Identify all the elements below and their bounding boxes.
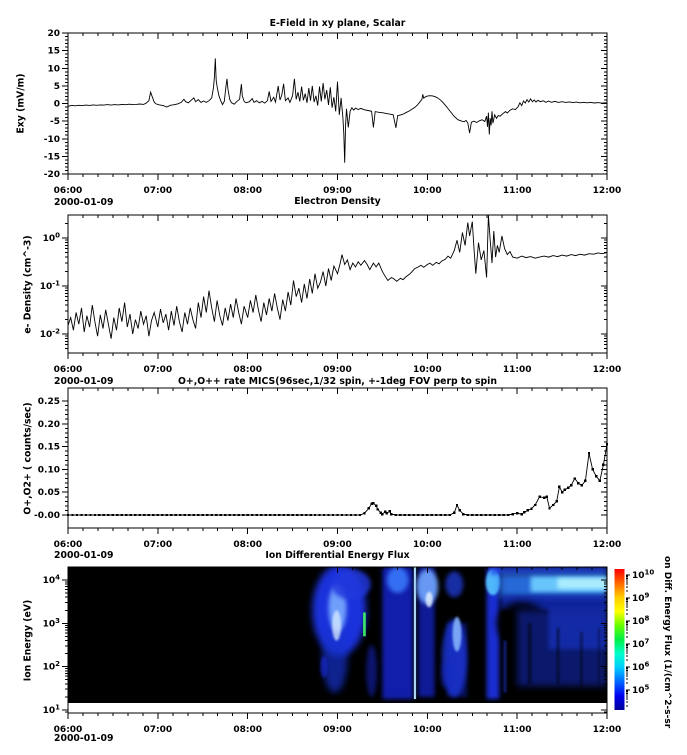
y-tick-label: 101 xyxy=(43,703,61,716)
panel-2-ylabel: e- Density (cm^-3) xyxy=(22,235,34,334)
x-tick-label: 11:00 xyxy=(503,365,532,375)
colorbar-tick-label: 1010 xyxy=(632,569,654,582)
panel-3-axes: 06:00 07:00 08:00 09:00 10:00 11:00 12:00 0.25 0… xyxy=(34,387,622,550)
x-tick-label: 10:00 xyxy=(413,186,442,196)
panel-4-title: Ion Differential Energy Flux xyxy=(265,550,410,561)
x-tick-label: 11:00 xyxy=(503,540,532,550)
spectrogram xyxy=(68,567,607,703)
x-tick-label: 07:00 xyxy=(144,725,173,735)
x-tick-label: 06:00 xyxy=(54,725,83,735)
y-tick-label: 10 xyxy=(47,64,60,74)
panel-1-title: E-Field in xy plane, Scalar xyxy=(269,18,406,29)
panel-2-axes: 06:00 07:00 08:00 09:00 10:00 11:00 12:00 100 10… xyxy=(40,214,622,375)
y-tick-label: -10 xyxy=(44,135,60,145)
x-tick-label: 08:00 xyxy=(233,365,262,375)
colorbar-tick-label: 109 xyxy=(632,592,650,605)
panel-4-ylabel: Ion Energy (eV) xyxy=(22,599,34,682)
y-tick-label: 5 xyxy=(54,82,60,92)
x-tick-label: 09:00 xyxy=(323,365,352,375)
x-tick-label: 08:00 xyxy=(233,540,262,550)
y-tick-label: 0.20 xyxy=(38,420,60,430)
y-tick-label: 10-1 xyxy=(40,280,60,293)
y-tick-label: 104 xyxy=(43,574,61,587)
panel-1-axes: 06:00 07:00 08:00 09:00 10:00 11:00 12:00 20 15 1… xyxy=(44,29,622,196)
x-tick-label: 07:00 xyxy=(144,540,173,550)
y-tick-label: 0.15 xyxy=(38,443,60,453)
x-tick-label: 12:00 xyxy=(593,725,622,735)
panel-3-title: O+,O++ rate MICS(96sec,1/32 spin, +-1deg… xyxy=(178,376,497,387)
series-o-rate-markers xyxy=(66,443,609,517)
x-tick-label: 10:00 xyxy=(413,725,442,735)
x-tick-label: 09:00 xyxy=(323,540,352,550)
y-tick-label: 100 xyxy=(43,232,61,245)
y-tick-label: -0.00 xyxy=(34,511,60,521)
x-tick-label: 06:00 xyxy=(54,186,83,196)
x-tick-label: 10:00 xyxy=(413,365,442,375)
y-tick-label: -15 xyxy=(44,152,60,162)
colorbar: 1010 109 108 107 106 105 on Diff. Energy Flux … xyxy=(614,556,672,729)
x-tick-label: 07:00 xyxy=(144,365,173,375)
panel-4-axes: 06:00 07:00 08:00 09:00 10:00 11:00 12:00 104 10… xyxy=(43,566,622,735)
y-tick-label: 102 xyxy=(43,660,61,673)
date-label-1: 2000-01-09 xyxy=(54,197,114,208)
y-tick-label: -20 xyxy=(44,170,60,180)
x-tick-label: 09:00 xyxy=(323,725,352,735)
colorbar-gradient xyxy=(614,569,625,710)
y-tick-label: 0.05 xyxy=(38,488,60,498)
colorbar-tick-label: 105 xyxy=(632,684,650,697)
y-tick-label: 20 xyxy=(47,29,60,39)
x-tick-label: 08:00 xyxy=(233,725,262,735)
y-tick-label: 15 xyxy=(47,47,60,57)
x-tick-label: 06:00 xyxy=(54,540,83,550)
y-tick-label: 0.25 xyxy=(38,397,60,407)
date-label-4: 2000-01-09 xyxy=(54,733,114,744)
y-tick-label: 0.10 xyxy=(38,465,60,475)
x-tick-label: 06:00 xyxy=(54,365,83,375)
colorbar-axis-label: on Diff. Energy Flux (1/(cm^2-s-sr xyxy=(662,556,672,729)
series-o-rate xyxy=(68,444,608,516)
x-tick-label: 08:00 xyxy=(233,186,262,196)
y-tick-label: 10-2 xyxy=(40,328,60,341)
date-label-2: 2000-01-09 xyxy=(54,376,114,387)
colorbar-tick-label: 108 xyxy=(632,615,650,628)
date-label-3: 2000-01-09 xyxy=(54,550,114,561)
x-tick-label: 11:00 xyxy=(503,186,532,196)
series-edensity xyxy=(67,215,608,339)
x-tick-label: 12:00 xyxy=(593,186,622,196)
panel-1-ylabel: Exy (mV/m) xyxy=(15,73,27,134)
panel-2-title: Electron Density xyxy=(294,196,381,207)
y-tick-label: 0 xyxy=(54,100,60,110)
x-tick-label: 12:00 xyxy=(593,365,622,375)
colorbar-tick-label: 106 xyxy=(632,661,650,674)
x-tick-label: 09:00 xyxy=(323,186,352,196)
colorbar-tick-label: 107 xyxy=(632,638,650,651)
x-tick-label: 12:00 xyxy=(593,540,622,550)
panel-3-ylabel: O+,O2+ ( counts/sec) xyxy=(22,402,34,515)
x-tick-label: 11:00 xyxy=(503,725,532,735)
y-tick-label: 103 xyxy=(43,617,61,630)
y-tick-label: -5 xyxy=(50,117,60,127)
x-tick-label: 07:00 xyxy=(144,186,173,196)
x-tick-label: 10:00 xyxy=(413,540,442,550)
series-efield xyxy=(67,58,608,163)
